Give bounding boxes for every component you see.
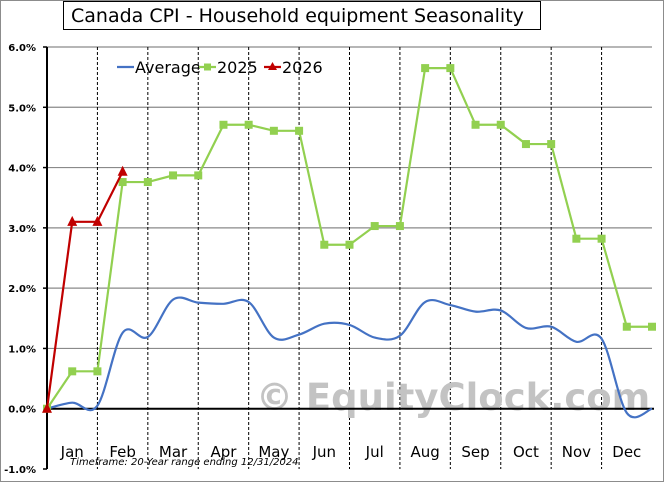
month-label: Aug <box>410 443 439 461</box>
square-marker-icon <box>597 234 606 243</box>
square-marker-icon <box>648 322 656 331</box>
series-line <box>45 171 124 409</box>
square-marker-icon <box>421 64 430 73</box>
triangle-marker-icon <box>117 165 128 176</box>
square-marker-icon <box>269 126 278 135</box>
month-label: Jul <box>365 443 384 461</box>
square-marker-icon <box>295 126 304 135</box>
month-label: Jan <box>60 443 84 461</box>
square-marker-icon <box>572 234 581 243</box>
legend: Average 2025 2026 <box>117 58 323 77</box>
legend-item-2026: 2026 <box>264 58 323 77</box>
legend-label: 2026 <box>282 58 323 77</box>
y-tick-label: 0.0% <box>8 405 36 416</box>
legend-item-average: Average <box>117 58 201 77</box>
y-tick-label: 6.0% <box>8 43 36 54</box>
month-label: Jun <box>312 443 336 461</box>
axes <box>46 47 654 469</box>
y-tick-label: 4.0% <box>8 164 36 175</box>
legend-label: 2025 <box>217 58 258 77</box>
legend-square-icon <box>204 63 211 71</box>
month-label: Mar <box>159 443 188 461</box>
square-marker-icon <box>446 64 455 73</box>
chart-title: Canada CPI - Household equipment Seasona… <box>63 1 541 30</box>
square-marker-icon <box>521 140 530 149</box>
square-marker-icon <box>395 222 404 231</box>
series-line <box>46 296 653 419</box>
y-tick-label: 3.0% <box>8 224 36 235</box>
square-marker-icon <box>244 120 253 129</box>
month-label: Oct <box>513 443 539 461</box>
series-2026 <box>42 165 128 413</box>
legend-label: Average <box>135 58 201 77</box>
square-marker-icon <box>68 367 77 376</box>
square-marker-icon <box>219 120 228 129</box>
square-marker-icon <box>622 322 631 331</box>
square-marker-icon <box>345 240 354 249</box>
triangle-marker-icon <box>42 402 52 413</box>
square-marker-icon <box>370 222 379 231</box>
month-label: May <box>258 443 289 461</box>
series-lines <box>42 64 656 419</box>
y-tick-label: 5.0% <box>8 103 36 114</box>
triangle-marker-icon <box>67 215 78 226</box>
watermark: © EquityClock.com <box>256 376 650 419</box>
square-marker-icon <box>320 240 329 249</box>
timeframe-footnote: Timeframe: 20-Year range ending 12/31/20… <box>70 457 299 468</box>
triangle-marker-icon <box>92 215 103 226</box>
square-marker-icon <box>547 140 556 149</box>
month-label: Dec <box>612 443 641 461</box>
legend-triangle-icon <box>268 62 277 70</box>
grid-lines <box>47 46 652 469</box>
square-marker-icon <box>143 178 152 187</box>
y-tick-label: -1.0% <box>4 465 36 476</box>
month-label: Sep <box>461 443 489 461</box>
square-marker-icon <box>118 178 127 187</box>
x-axis-month-labels: Jan Feb Mar Apr May Jun Jul Aug Sep Oct Nov Dec <box>60 443 642 461</box>
square-marker-icon <box>496 120 505 129</box>
month-label: Feb <box>109 443 136 461</box>
square-marker-icon <box>194 171 203 180</box>
month-label: Apr <box>210 443 237 461</box>
series-average <box>46 296 653 419</box>
square-marker-icon <box>93 367 102 376</box>
y-axis-ticks: 6.0% 5.0% 4.0% 3.0% 2.0% 1.0% 0.0% -1.0% <box>4 43 47 476</box>
square-marker-icon <box>471 120 480 129</box>
square-marker-icon <box>169 171 178 180</box>
y-tick-label: 1.0% <box>8 344 36 355</box>
month-label: Nov <box>562 443 591 461</box>
legend-item-2025: 2025 <box>199 58 258 77</box>
series-2025 <box>43 64 656 413</box>
y-tick-label: 2.0% <box>8 284 36 295</box>
